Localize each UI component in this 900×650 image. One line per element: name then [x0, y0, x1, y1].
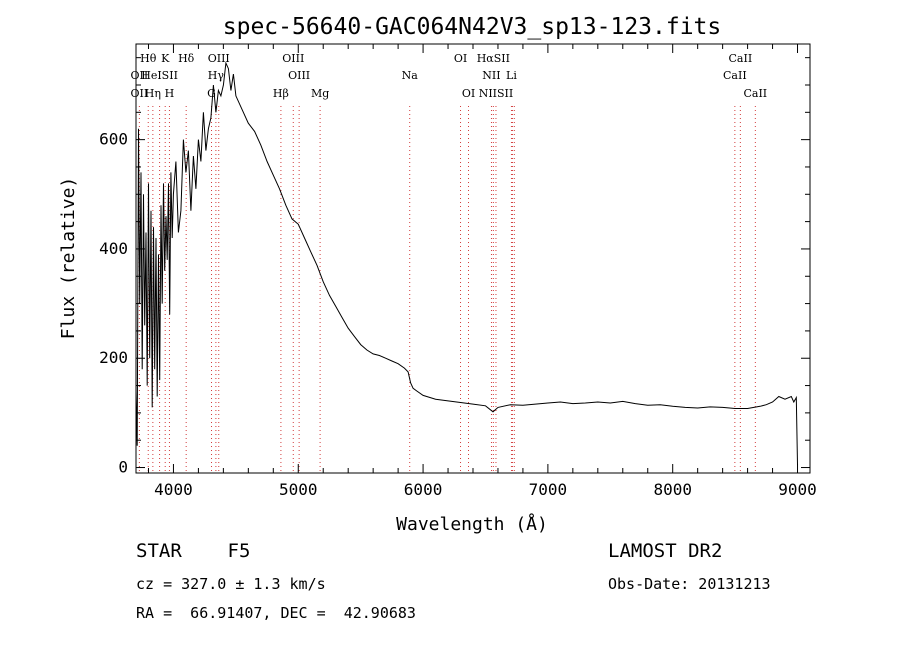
obs-date: Obs-Date: 20131213 — [608, 575, 771, 593]
line-label: K — [161, 52, 170, 65]
y-axis-ticks: 0 200 400 600 — [99, 57, 810, 477]
line-label: CaII — [743, 87, 767, 100]
y-axis-label: Flux (relative) — [58, 177, 79, 340]
spectrum-line — [135, 61, 798, 465]
y-tick-label: 0 — [118, 458, 128, 477]
line-label: OIII — [208, 52, 230, 65]
line-label: OIII — [288, 69, 310, 82]
line-label: CaII — [723, 69, 747, 82]
line-label: OIII — [282, 52, 304, 65]
line-label: NII — [482, 69, 500, 82]
survey-name: LAMOST DR2 — [608, 540, 723, 562]
x-axis-ticks: 4000 5000 6000 7000 8000 9000 — [147, 44, 817, 499]
x-tick-label: 4000 — [154, 480, 193, 499]
y-tick-label: 200 — [99, 348, 128, 367]
x-tick-label: 7000 — [529, 480, 568, 499]
y-tick-label: 400 — [99, 239, 128, 258]
object-class: STAR F5 — [136, 540, 251, 562]
redshift-info: cz = 327.0 ± 1.3 km/s — [136, 575, 326, 593]
x-tick-label: 6000 — [404, 480, 443, 499]
x-tick-label: 5000 — [279, 480, 318, 499]
line-label: OII — [131, 69, 149, 82]
line-label: NIISII — [479, 87, 514, 100]
x-tick-label: 8000 — [653, 480, 692, 499]
line-label: OII — [131, 87, 149, 100]
line-label: Li — [506, 69, 517, 82]
y-tick-label: 600 — [99, 130, 128, 149]
line-label: G — [207, 87, 216, 100]
x-axis-label: Wavelength (Å) — [396, 513, 548, 535]
line-label: OI — [454, 52, 467, 65]
plot-frame — [135, 43, 811, 474]
x-tick-label: 9000 — [778, 480, 817, 499]
line-label: Hθ — [140, 52, 157, 65]
line-markers — [138, 106, 756, 473]
line-label: Hγ — [208, 69, 225, 82]
line-label: Hδ — [178, 52, 195, 65]
line-label: OI — [462, 87, 475, 100]
line-label: CaII — [729, 52, 753, 65]
line-label: Hβ — [273, 87, 289, 100]
line-label: HeISII — [141, 69, 178, 82]
line-label: Hη — [145, 87, 161, 100]
line-label: HαSII — [477, 52, 510, 65]
chart-title: spec-56640-GAC064N42V3_sp13-123.fits — [223, 14, 722, 40]
line-label: Mg — [311, 87, 329, 100]
line-label: Na — [402, 69, 419, 82]
line-label: H — [165, 87, 175, 100]
coordinates: RA = 66.91407, DEC = 42.90683 — [136, 604, 416, 622]
